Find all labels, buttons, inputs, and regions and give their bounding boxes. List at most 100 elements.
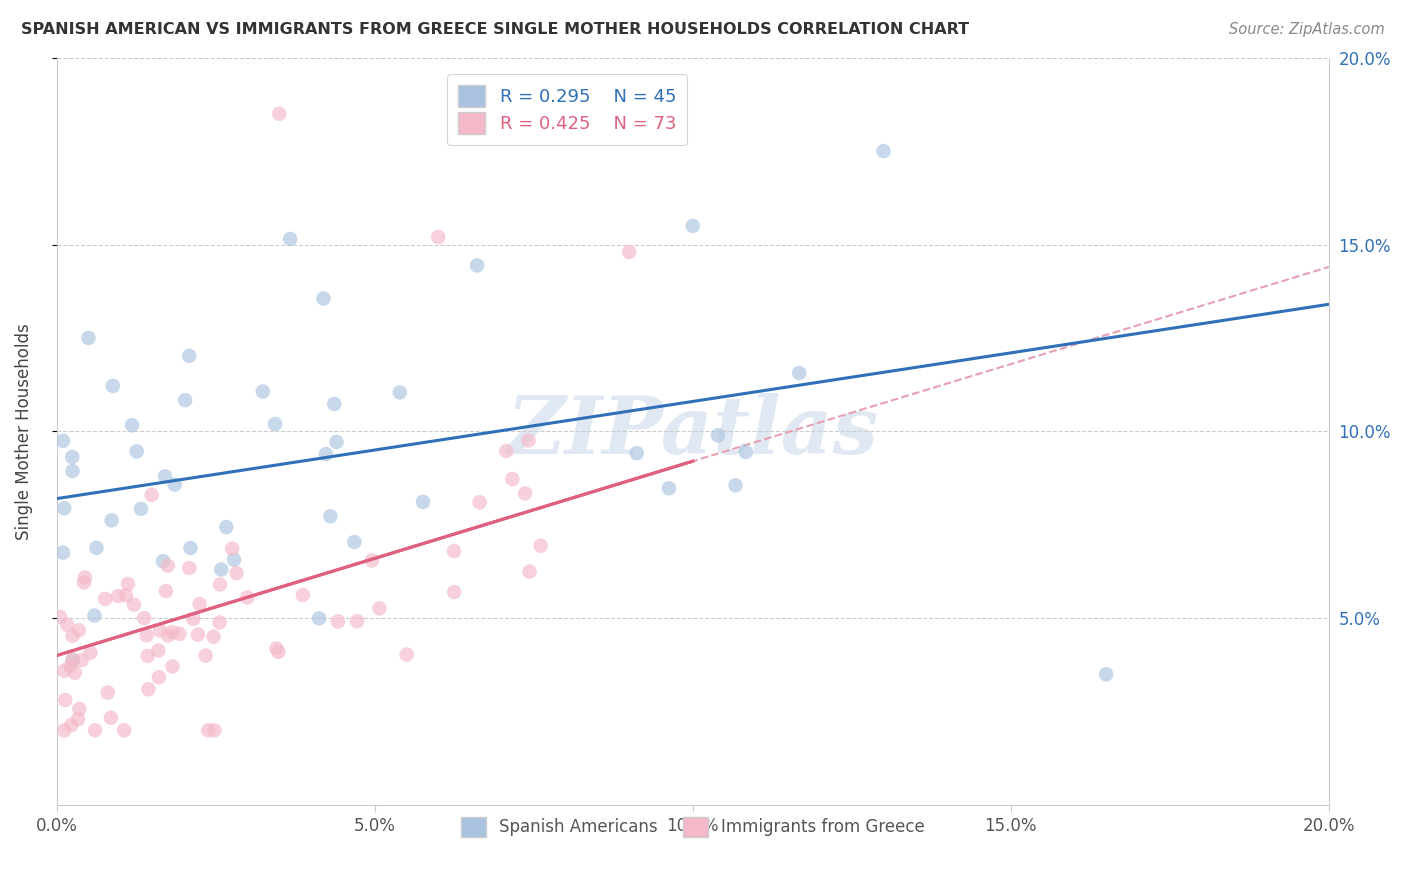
Point [181,612,204,626]
Point [107,589,129,603]
Point [266,641,288,656]
Point [174,393,197,408]
Y-axis label: Single Mother Households: Single Mother Households [15,323,32,540]
Point [202,723,225,738]
Point [169,627,191,641]
Point [112,723,135,738]
Point [86,541,108,555]
Point [626,446,648,460]
Point [62,653,84,667]
Point [179,541,201,555]
Point [67,624,90,638]
Point [52,434,75,448]
Point [312,292,335,306]
Point [346,614,368,628]
Point [658,481,681,495]
Point [202,630,225,644]
Point [325,434,347,449]
Point [179,561,201,575]
Point [52,546,75,560]
Point [100,513,122,527]
Point [73,570,96,584]
Point [59,659,82,673]
Text: Source: ZipAtlas.com: Source: ZipAtlas.com [1229,22,1385,37]
Point [519,565,541,579]
Point [148,670,170,684]
Point [269,106,291,120]
Point [208,577,231,591]
Point [79,646,101,660]
Point [67,702,90,716]
Point [194,648,217,663]
Point [267,645,290,659]
Point [395,648,418,662]
Point [468,495,491,509]
Point [323,397,346,411]
Point [368,601,391,615]
Point [97,685,120,699]
Point [360,553,382,567]
Point [148,643,170,657]
Point [707,428,730,442]
Point [682,219,704,233]
Point [252,384,274,399]
Point [156,558,179,573]
Point [315,447,337,461]
Point [162,625,184,640]
Point [308,611,330,625]
Point [187,627,209,641]
Point [734,445,756,459]
Point [179,349,201,363]
Point [163,477,186,491]
Point [70,653,93,667]
Point [141,488,163,502]
Point [100,711,122,725]
Point [135,628,157,642]
Point [53,693,76,707]
Point [221,541,243,556]
Point [209,562,232,576]
Point [134,611,156,625]
Point [101,379,124,393]
Point [117,577,139,591]
Point [443,585,465,599]
Point [60,450,83,464]
Point [197,723,219,738]
Point [122,598,145,612]
Point [412,495,434,509]
Point [56,618,79,632]
Point [1095,667,1118,681]
Point [343,535,366,549]
Point [138,682,160,697]
Point [157,628,180,642]
Point [121,418,143,433]
Point [465,259,488,273]
Point [136,648,159,663]
Point [530,539,553,553]
Point [427,230,450,244]
Text: ZIPatlas: ZIPatlas [506,392,879,470]
Point [872,144,894,158]
Point [62,629,84,643]
Point [153,469,176,483]
Point [66,712,89,726]
Point [152,554,174,568]
Point [83,608,105,623]
Point [149,624,172,638]
Point [62,464,84,478]
Point [129,501,152,516]
Point [188,597,211,611]
Point [215,520,238,534]
Point [53,501,76,516]
Point [513,486,536,500]
Point [501,472,523,486]
Point [264,417,287,431]
Point [236,591,259,605]
Point [724,478,747,492]
Point [291,588,314,602]
Point [222,552,245,566]
Point [63,665,86,680]
Point [162,659,184,673]
Point [53,664,76,678]
Point [60,718,83,732]
